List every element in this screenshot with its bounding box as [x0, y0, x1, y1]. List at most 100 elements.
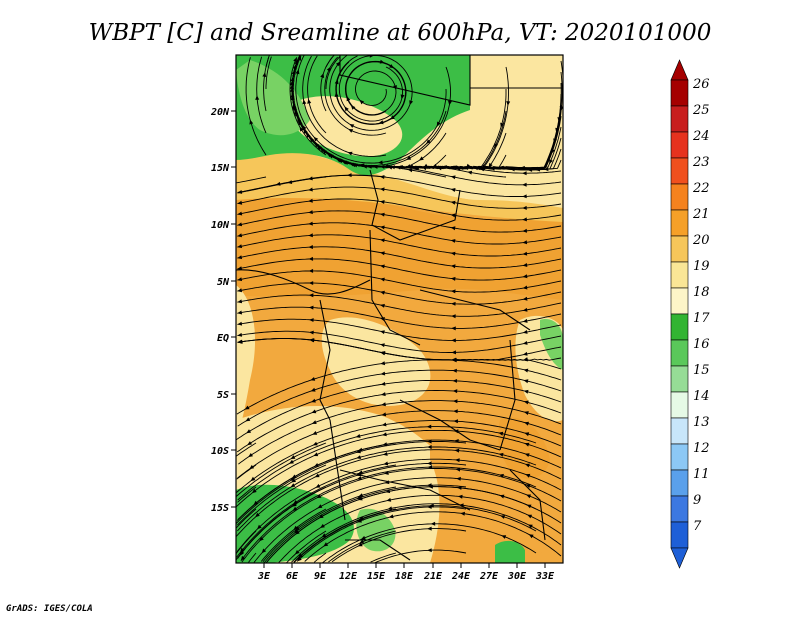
streamline-arrowhead [290, 87, 295, 92]
streamline [241, 468, 562, 563]
streamline-arrowhead [382, 452, 388, 456]
streamline-arrowhead [237, 233, 243, 238]
streamline-arrowhead [380, 225, 385, 230]
streamline [237, 306, 562, 329]
colorbar-swatch [670, 131, 689, 159]
streamline-arrowhead [427, 439, 432, 444]
streamline-arrowhead [452, 358, 457, 363]
streamline-arrowhead [382, 442, 388, 447]
streamline-arrowhead [299, 126, 304, 132]
streamline-arrowhead [473, 166, 479, 171]
wbpt-zone-green-southeast [495, 540, 525, 563]
streamline-arrowhead [400, 94, 405, 100]
streamline-arrowhead [319, 148, 325, 153]
streamline-arrowhead [385, 489, 391, 494]
streamline-arrowhead [355, 434, 361, 438]
streamline-arrowhead [380, 264, 385, 269]
streamline-arrowhead [522, 263, 528, 267]
streamline-arrowhead [321, 533, 327, 538]
streamline-arrowhead [383, 461, 389, 466]
streamline-arrowhead [287, 180, 293, 184]
streamline [266, 486, 537, 563]
colorbar-label: 23 [692, 155, 710, 170]
streamline-arrowhead [362, 164, 368, 169]
streamline-arrowhead [456, 476, 461, 481]
streamline-arrowhead [450, 200, 456, 205]
lon-label: 24E [451, 571, 471, 582]
streamline-arrowhead [309, 338, 315, 343]
colorbar-swatch [670, 105, 689, 133]
streamline-arrowhead [451, 301, 456, 306]
streamline-arrowhead [427, 526, 432, 531]
streamline-arrowhead [523, 400, 529, 405]
streamline [278, 494, 562, 563]
streamline-arrowhead [237, 255, 243, 260]
streamline [236, 530, 257, 554]
streamline-arrowhead [306, 133, 311, 138]
longitude-labels: 3E 6E 9E 12E 15E 18E 21E 24E 27E 30E 33E [257, 571, 555, 582]
streamline-arrowhead [367, 164, 372, 169]
streamline-arrowhead [427, 465, 433, 470]
colorbar-swatch [670, 417, 689, 445]
streamline-arrowhead [308, 198, 313, 203]
streamline [236, 359, 562, 415]
streamline [236, 176, 267, 184]
lon-label: 18E [395, 571, 414, 582]
colorbar-label: 24 [692, 129, 710, 144]
streamline [236, 390, 562, 453]
streamline [236, 441, 467, 524]
streamline-arrowhead [291, 69, 296, 75]
streamline [237, 486, 257, 503]
streamline [236, 429, 562, 508]
streamline-arrowhead [524, 442, 530, 447]
streamline-arrows [237, 55, 563, 562]
streamline-arrowhead [499, 165, 504, 170]
streamline [295, 55, 447, 164]
streamline-arrowhead [237, 310, 243, 315]
streamline [237, 246, 562, 269]
streamline-arrowhead [379, 175, 385, 179]
wbpt-zone-cream-north-interior [291, 96, 403, 157]
streamline-arrowhead [522, 307, 528, 312]
streamline-arrowhead [302, 99, 307, 105]
streamline [307, 55, 327, 134]
streamline [335, 55, 407, 125]
streamline-arrowhead [522, 285, 528, 290]
colorbar-lower-arrow [670, 547, 689, 569]
longitude-axis [263, 563, 546, 568]
lat-label: 10S [211, 446, 229, 457]
streamline-arrowhead [380, 303, 385, 308]
streamline-arrowhead [450, 264, 456, 269]
streamline-arrowhead [315, 483, 321, 488]
streamline-arrowhead [245, 417, 251, 422]
streamline-arrowhead [298, 118, 302, 124]
streamline-arrowhead [259, 536, 264, 542]
streamline-arrowhead [298, 553, 304, 559]
streamline-arrowhead [308, 281, 314, 285]
streamline-arrowhead [398, 165, 403, 170]
streamline-arrowhead [237, 266, 243, 271]
streamline-arrowhead [334, 92, 339, 97]
streamline-arrowhead [427, 461, 432, 466]
streamline-arrowhead [237, 244, 243, 249]
streamline-arrowhead [442, 165, 447, 170]
streamline-arrowhead [523, 411, 529, 415]
streamline [331, 528, 467, 563]
streamline [296, 506, 467, 562]
streamline-arrowhead [426, 424, 432, 429]
colorbar-swatch [670, 79, 689, 107]
streamline-arrowhead [453, 409, 458, 414]
streamline-arrowhead [460, 511, 465, 516]
streamline-arrowhead [237, 277, 243, 282]
streamline-arrowhead [357, 496, 363, 501]
streamline-arrowhead [312, 441, 318, 446]
streamline-arrowhead [261, 548, 267, 554]
streamline-arrowhead [387, 165, 393, 170]
streamline-arrowhead [429, 503, 434, 508]
streamline-arrowhead [237, 190, 243, 194]
streamline-arrowhead [313, 136, 319, 142]
streamline-arrowhead [308, 187, 313, 192]
streamline-arrowhead [380, 238, 385, 243]
streamline-arrowhead [380, 392, 386, 397]
streamline-arrowhead [500, 515, 506, 519]
